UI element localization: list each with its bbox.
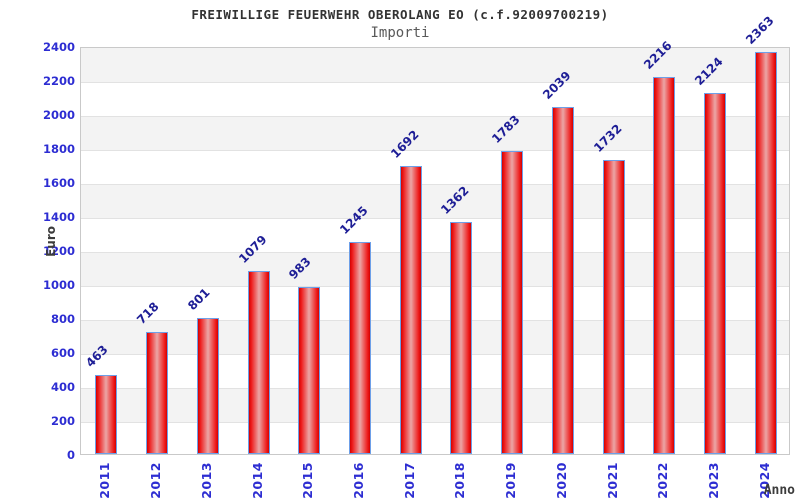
bar-value-label: 1245 — [337, 203, 371, 238]
bar-2019 — [501, 150, 524, 454]
bar-value-label: 1362 — [438, 183, 472, 218]
y-axis-title: Euro — [44, 226, 58, 257]
bar-value-label: 983 — [286, 254, 314, 282]
y-tick-label: 0 — [66, 448, 75, 462]
y-tick-label: 800 — [50, 312, 75, 326]
gridline — [81, 354, 789, 355]
bar-2012 — [146, 331, 169, 454]
x-tick-label: 2011 — [97, 462, 113, 499]
bar-2014 — [247, 270, 270, 454]
bar-value-label: 1692 — [387, 127, 422, 162]
bar-2022 — [653, 77, 676, 454]
bar-2024 — [754, 52, 777, 454]
y-tick-label: 400 — [50, 380, 75, 394]
y-tick-label: 1000 — [42, 278, 75, 292]
bar-value-label: 718 — [134, 299, 162, 327]
x-tick-label: 2023 — [705, 462, 721, 499]
bar-value-label: 2216 — [641, 38, 675, 73]
y-tick-label: 1800 — [42, 142, 75, 156]
bar-value-label: 801 — [184, 285, 213, 313]
y-tick-label: 1600 — [42, 176, 75, 190]
bar-2015 — [298, 286, 321, 454]
bar-2018 — [450, 222, 473, 454]
x-axis-title: Anno — [763, 483, 795, 498]
gridline — [81, 82, 789, 83]
chart-subtitle: Importi — [370, 25, 430, 41]
gridline — [81, 116, 789, 117]
x-tick-label: 2021 — [604, 462, 620, 499]
bar-2016 — [348, 242, 371, 454]
x-tick-label: 2020 — [553, 462, 569, 499]
chart-title: FREIWILLIGE FEUERWEHR OBEROLANG EO (c.f.… — [191, 7, 609, 22]
gridline — [81, 184, 789, 185]
bar-2021 — [602, 159, 625, 454]
bar-2020 — [551, 107, 574, 454]
bar-value-label: 1079 — [235, 232, 270, 266]
x-tick-label: 2017 — [401, 462, 417, 499]
x-tick-label: 2016 — [350, 462, 366, 499]
y-tick-label: 200 — [50, 414, 75, 428]
gridline — [81, 422, 789, 423]
x-tick-label: 2019 — [503, 462, 519, 499]
x-tick-label: 2015 — [300, 462, 316, 499]
x-tick-label: 2018 — [452, 462, 468, 499]
bar-value-label: 463 — [83, 342, 112, 371]
y-tick-label: 2400 — [42, 40, 75, 54]
bar-2011 — [95, 375, 118, 454]
gridline — [81, 286, 789, 287]
gridline — [81, 150, 789, 151]
gridline — [81, 320, 789, 321]
y-tick-label: 1400 — [42, 210, 75, 224]
y-tick-label: 2000 — [42, 108, 75, 122]
bar-2017 — [399, 166, 422, 454]
bar-2013 — [196, 317, 219, 454]
gridline — [81, 218, 789, 219]
gridline — [81, 252, 789, 253]
x-tick-label: 2013 — [198, 462, 214, 499]
x-tick-label: 2014 — [249, 462, 265, 499]
x-tick-label: 2022 — [655, 462, 671, 499]
gridline — [81, 388, 789, 389]
bar-value-label: 1783 — [489, 112, 523, 146]
x-tick-label: 2012 — [148, 462, 164, 499]
y-tick-label: 1200 — [42, 244, 75, 258]
plot-area: 463 718 801 1079 983 1245 1692 1362 1783 2039 1732… — [80, 14, 790, 455]
y-tick-label: 600 — [50, 346, 75, 360]
bar-2023 — [703, 92, 726, 454]
y-tick-label: 2200 — [42, 74, 75, 88]
bar-value-label: 2039 — [539, 68, 574, 103]
